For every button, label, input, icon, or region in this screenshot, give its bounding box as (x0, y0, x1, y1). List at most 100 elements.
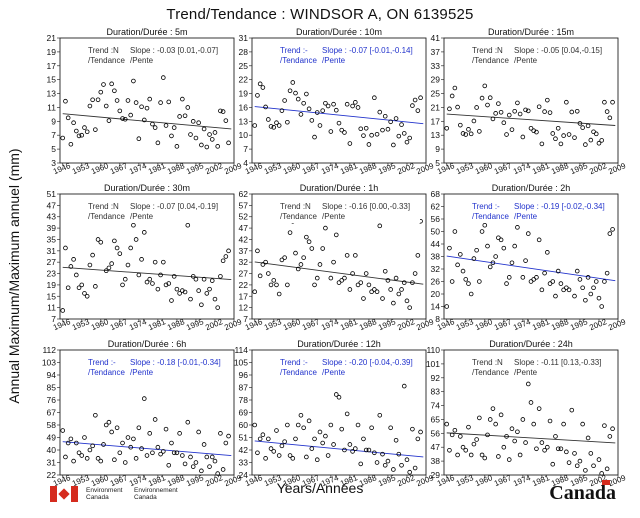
data-point (520, 275, 526, 280)
data-point (312, 282, 317, 288)
data-point (320, 246, 325, 251)
data-point (68, 141, 74, 147)
data-point (268, 446, 274, 451)
y-tick-label: 94 (47, 370, 57, 380)
data-point (60, 308, 66, 313)
data-point (218, 274, 223, 279)
data-point (496, 101, 501, 106)
data-point (161, 259, 166, 265)
data-point (369, 132, 374, 138)
data-point (223, 440, 229, 446)
data-point (466, 281, 471, 286)
data-point (466, 424, 471, 430)
data-point (401, 131, 407, 136)
data-point (260, 432, 266, 438)
data-point (539, 440, 545, 445)
data-point (396, 451, 402, 457)
y-tick-label: 47 (431, 442, 441, 452)
data-point (460, 268, 466, 274)
data-point (382, 113, 388, 119)
data-point (226, 248, 231, 254)
data-point (610, 426, 615, 432)
data-point (558, 141, 564, 147)
data-point (131, 436, 136, 442)
data-point (120, 116, 125, 121)
data-point (374, 289, 380, 295)
y-tick-label: 5 (51, 144, 56, 154)
data-point (545, 444, 550, 450)
data-point (593, 279, 599, 284)
data-point (596, 295, 602, 301)
data-point (344, 253, 350, 258)
data-point (93, 412, 98, 418)
y-tick-label: 21 (431, 102, 441, 112)
plot-frame (59, 349, 235, 476)
data-point (268, 282, 274, 288)
y-tick-label: 65 (431, 414, 441, 424)
data-point (155, 286, 161, 292)
data-point (555, 446, 561, 452)
data-point (298, 112, 304, 117)
y-tick-label: 110 (426, 345, 440, 355)
y-tick-label: 87 (239, 383, 249, 393)
y-tick-label: 41 (431, 33, 441, 43)
data-point (276, 123, 282, 128)
data-point (279, 443, 285, 449)
data-point (380, 296, 385, 301)
y-tick-label: 33 (431, 61, 441, 71)
data-point (158, 451, 163, 457)
data-point (101, 82, 106, 87)
data-point (290, 80, 296, 85)
data-point (577, 277, 583, 282)
trend-line (254, 440, 424, 458)
data-point (358, 280, 364, 285)
plot-frame (251, 37, 427, 164)
plot-frame (59, 37, 235, 164)
data-point (193, 135, 199, 141)
data-point (574, 268, 580, 274)
data-point (353, 446, 358, 451)
data-point (515, 225, 520, 230)
data-point (293, 90, 298, 96)
data-point (410, 103, 415, 108)
data-point (147, 96, 153, 102)
data-point (477, 279, 482, 284)
data-point (95, 237, 101, 242)
data-point (215, 305, 220, 310)
data-point (447, 245, 452, 251)
legend-trend-sub: /Tendance (472, 368, 509, 377)
data-point (188, 132, 193, 137)
data-point (158, 272, 163, 278)
y-tick-label: 17 (239, 291, 249, 301)
y-tick-label: 83 (431, 387, 441, 397)
y-tick-label: 96 (239, 370, 249, 380)
data-point (550, 461, 556, 467)
y-tick-label: 31 (47, 458, 57, 468)
data-point (74, 272, 79, 278)
chart-panel-6: Duration/Durée : 2h 8 14 20 26 32 38 44 50 56 62 68… (431, 183, 628, 332)
data-point (577, 458, 583, 464)
data-point (109, 261, 114, 266)
data-point (295, 422, 301, 428)
data-point (490, 406, 496, 411)
legend-background (466, 355, 612, 379)
data-point (350, 271, 355, 276)
data-point (87, 262, 93, 268)
dept-en-line2: Canada (86, 494, 109, 501)
data-point (515, 429, 520, 435)
data-point (128, 245, 133, 251)
panel-title: Duration/Durée : 2h (492, 183, 571, 193)
data-point (139, 446, 144, 451)
data-point (355, 422, 361, 428)
data-point (596, 457, 602, 462)
data-point (479, 95, 485, 101)
data-point (391, 467, 396, 472)
data-point (490, 260, 496, 266)
data-point (220, 109, 226, 114)
y-tick-label: 25 (239, 61, 249, 71)
y-tick-label: 17 (431, 116, 441, 126)
data-point (282, 439, 287, 444)
data-point (276, 291, 282, 297)
